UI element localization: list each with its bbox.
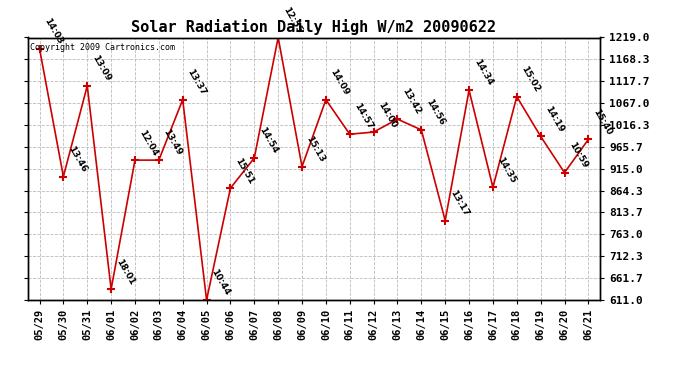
Text: 15:02: 15:02 <box>520 65 542 94</box>
Text: 15:13: 15:13 <box>305 135 327 164</box>
Text: 10:44: 10:44 <box>209 268 232 297</box>
Text: 14:09: 14:09 <box>328 68 351 97</box>
Text: 13:37: 13:37 <box>186 68 208 97</box>
Text: 14:34: 14:34 <box>472 58 494 87</box>
Text: 13:09: 13:09 <box>90 54 112 83</box>
Text: 10:59: 10:59 <box>567 141 589 170</box>
Text: 13:46: 13:46 <box>66 144 88 174</box>
Text: 13:49: 13:49 <box>161 128 184 158</box>
Text: 14:00: 14:00 <box>376 100 398 129</box>
Text: 14:57: 14:57 <box>353 102 375 131</box>
Text: 15:40: 15:40 <box>591 107 613 136</box>
Text: 15:51: 15:51 <box>233 156 255 185</box>
Text: 12:55: 12:55 <box>281 5 303 35</box>
Text: 14:56: 14:56 <box>424 98 446 127</box>
Text: 12:04: 12:04 <box>138 128 160 158</box>
Text: 14:54: 14:54 <box>257 126 279 155</box>
Text: Copyright 2009 Cartronics.com: Copyright 2009 Cartronics.com <box>30 43 175 52</box>
Text: 18:01: 18:01 <box>114 257 136 286</box>
Text: 13:42: 13:42 <box>400 87 422 116</box>
Text: 14:19: 14:19 <box>544 104 566 134</box>
Title: Solar Radiation Daily High W/m2 20090622: Solar Radiation Daily High W/m2 20090622 <box>132 19 496 35</box>
Text: 14:35: 14:35 <box>495 155 518 184</box>
Text: 13:17: 13:17 <box>448 188 470 218</box>
Text: 14:03: 14:03 <box>42 16 64 46</box>
